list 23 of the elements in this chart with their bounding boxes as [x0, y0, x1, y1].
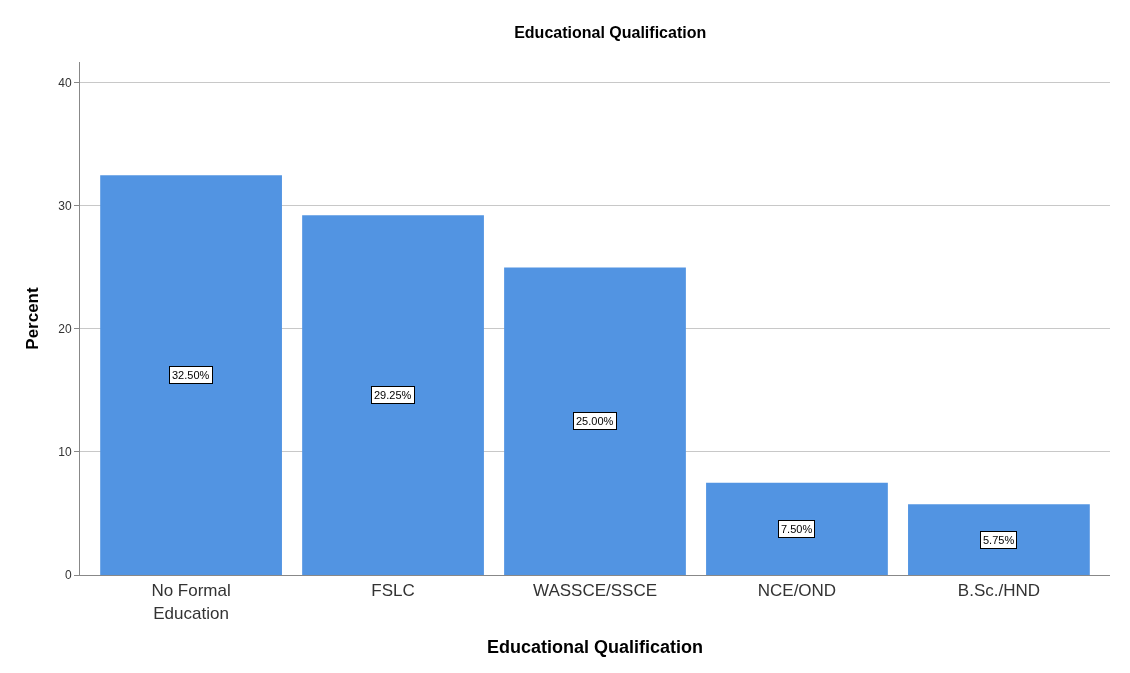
y-tick-label: 20: [58, 322, 72, 337]
x-tick-label: B.Sc./HND: [957, 581, 1041, 601]
chart-title: Educational Qualification: [514, 24, 707, 42]
x-axis-title: Educational Qualification: [486, 636, 704, 657]
y-tick-label: 30: [58, 199, 72, 214]
bar: [504, 267, 686, 575]
data-label: 32.50%: [172, 369, 210, 381]
x-tick-label: NCE/OND: [757, 581, 837, 601]
bar: [302, 215, 484, 575]
y-axis-title: Percent: [22, 286, 42, 350]
bar: [706, 482, 888, 575]
y-tick-label: 40: [58, 76, 72, 91]
x-tick-label: FSLC: [371, 581, 415, 601]
data-label: 25.00%: [576, 415, 614, 427]
bar: [100, 175, 282, 575]
data-label: 7.50%: [781, 523, 813, 535]
bar: [908, 504, 1090, 575]
data-label: 29.25%: [374, 389, 412, 401]
y-tick-label: 0: [64, 568, 72, 583]
x-tick-label: WASSCE/SSCE: [532, 581, 658, 601]
y-tick-label: 10: [58, 445, 72, 460]
x-tick-label: No Formal Education: [151, 581, 231, 623]
data-label: 5.75%: [983, 534, 1015, 546]
